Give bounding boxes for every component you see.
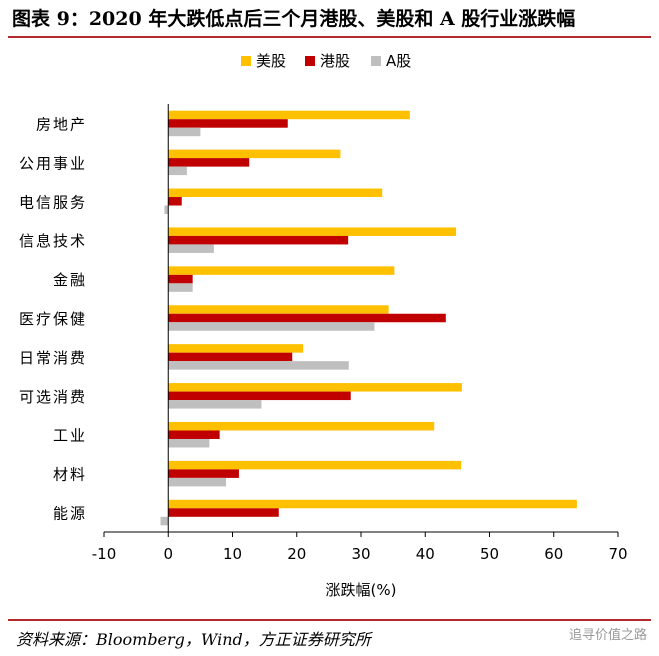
- legend-label-0: 美股: [256, 52, 286, 70]
- category-label-0: 房地产: [36, 115, 87, 133]
- x-tick-label-5: 40: [416, 545, 435, 563]
- x-tick-label-8: 70: [608, 545, 627, 563]
- legend-swatch-2: [371, 56, 381, 66]
- bar-6-0: [168, 344, 304, 353]
- bar-10-1: [168, 508, 279, 517]
- legend-label-1: 港股: [320, 52, 350, 70]
- bar-1-1: [168, 158, 250, 167]
- bar-4-1: [168, 274, 193, 284]
- x-tick-label-7: 60: [544, 545, 563, 563]
- bottom-rule: [8, 619, 651, 621]
- bar-0-1: [168, 119, 288, 128]
- bar-chart: 美股 港股 A股房地产公用事业电信服务信息技术金融医疗保健日常消费可选消费工业材料能…: [19, 52, 628, 599]
- bar-8-0: [168, 421, 435, 431]
- category-label-9: 材料: [53, 466, 87, 484]
- bar-5-2: [168, 322, 375, 331]
- bar-5-0: [168, 305, 389, 314]
- legend-swatch-0: [241, 56, 251, 66]
- legend-swatch-1: [305, 56, 315, 66]
- category-label-8: 工业: [53, 427, 87, 445]
- bar-5-1: [168, 313, 446, 323]
- bar-9-0: [168, 460, 462, 470]
- category-label-4: 金融: [53, 271, 87, 289]
- bar-10-0: [168, 499, 577, 509]
- bar-4-2: [168, 283, 193, 292]
- bar-1-0: [168, 149, 341, 159]
- x-tick-label-3: 20: [287, 545, 306, 563]
- bar-6-2: [168, 361, 349, 370]
- category-label-7: 可选消费: [19, 388, 87, 406]
- bar-3-2: [168, 244, 214, 253]
- category-label-5: 医疗保健: [19, 310, 87, 328]
- bar-2-0: [168, 188, 383, 198]
- watermark-text: 追寻价值之路: [568, 628, 647, 643]
- bar-7-2: [168, 400, 262, 409]
- category-label-1: 公用事业: [19, 154, 87, 172]
- bar-4-0: [168, 266, 395, 275]
- top-rule: [8, 36, 651, 38]
- bar-2-1: [168, 197, 182, 206]
- category-label-3: 信息技术: [19, 232, 87, 250]
- category-label-10: 能源: [53, 505, 87, 523]
- x-tick-label-2: 10: [223, 545, 242, 563]
- bar-7-0: [168, 383, 462, 392]
- x-axis-label: 涨跌幅(%): [326, 581, 397, 599]
- category-label-2: 电信服务: [19, 193, 87, 211]
- legend-label-2: A股: [386, 52, 411, 70]
- bar-8-1: [168, 430, 220, 439]
- bar-3-1: [168, 235, 349, 245]
- bar-3-0: [168, 227, 457, 236]
- x-tick-label-0: -10: [92, 545, 117, 563]
- bar-2-2: [164, 205, 169, 215]
- bar-6-1: [168, 352, 293, 362]
- bar-0-2: [168, 127, 201, 137]
- chart-title: 图表 9：2020 年大跌低点后三个月港股、美股和 A 股行业涨跌幅: [12, 8, 576, 30]
- x-tick-label-1: 0: [163, 545, 173, 563]
- bar-7-1: [168, 391, 351, 401]
- bar-8-2: [168, 438, 210, 448]
- bar-1-2: [168, 166, 187, 176]
- source-note: 资料来源：Bloomberg，Wind，方正证券研究所: [16, 630, 371, 649]
- bar-9-1: [168, 469, 239, 478]
- x-tick-label-6: 50: [480, 545, 499, 563]
- bar-10-2: [160, 516, 169, 526]
- bar-0-0: [168, 110, 410, 120]
- x-tick-label-4: 30: [351, 545, 370, 563]
- bar-9-2: [168, 477, 227, 487]
- category-label-6: 日常消费: [19, 349, 87, 367]
